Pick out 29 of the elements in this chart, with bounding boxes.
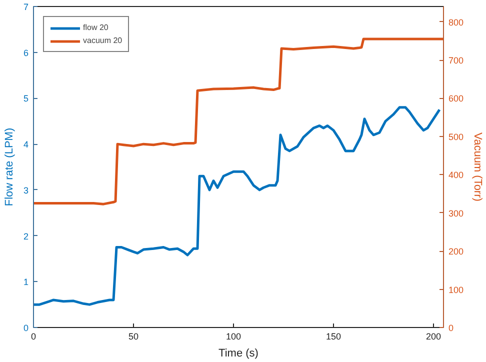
- y2-tick-label: 800: [448, 17, 464, 28]
- y-tick-label: 5: [23, 94, 29, 104]
- x-tick-label: 50: [128, 332, 139, 342]
- y2-tick-label: 100: [448, 284, 464, 295]
- y2-tick-label: 600: [448, 94, 464, 104]
- y2-tick-label: 200: [448, 246, 464, 257]
- y2-tick-label: 300: [448, 208, 464, 218]
- y-tick-label: 6: [23, 48, 29, 58]
- y-tick-label: 0: [23, 323, 29, 333]
- legend-label: vacuum 20: [83, 36, 122, 45]
- y2-tick-label: 700: [448, 56, 464, 66]
- y-tick-label: 7: [23, 2, 29, 12]
- y2-tick-label: 500: [448, 132, 464, 142]
- y2-axis-title: Vacuum (Torr): [472, 132, 484, 202]
- x-axis-title: Time (s): [218, 348, 258, 360]
- y2-tick-label: 0: [448, 323, 454, 333]
- legend-label: flow 20: [83, 23, 108, 32]
- x-tick-label: 100: [226, 332, 242, 342]
- x-tick-label: 150: [326, 332, 342, 342]
- x-tick-label: 0: [30, 332, 36, 342]
- x-tick-label: 200: [426, 332, 442, 342]
- y-axis-title: Flow rate (LPM): [3, 128, 16, 206]
- y-tick-label: 1: [23, 277, 29, 288]
- y-tick-label: 4: [23, 140, 29, 150]
- y-tick-label: 2: [23, 231, 29, 242]
- y-tick-label: 3: [23, 185, 29, 196]
- line-series: [34, 106, 441, 306]
- y2-tick-label: 400: [448, 170, 464, 180]
- line-series: [34, 38, 444, 206]
